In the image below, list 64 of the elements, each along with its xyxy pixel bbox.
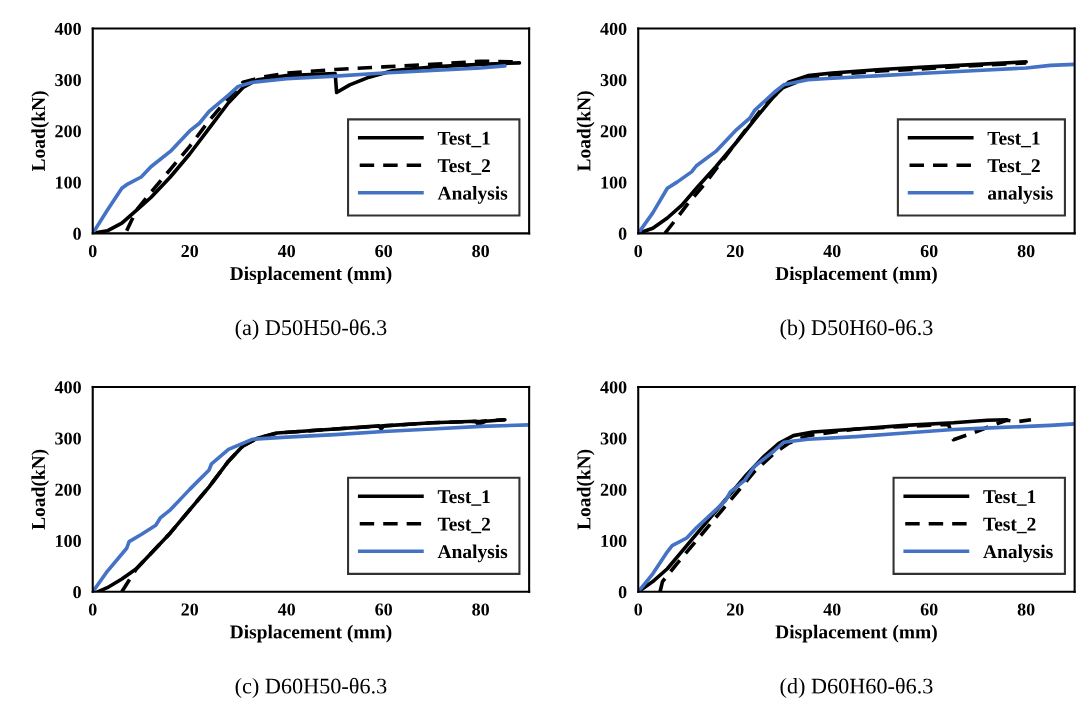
x-tick-label: 40 — [823, 244, 841, 258]
legend-label: Analysis — [983, 544, 1053, 563]
legend-label: Test_1 — [983, 490, 1036, 506]
legend-label: Analysis — [437, 544, 508, 563]
x-tick-label: 0 — [88, 603, 97, 616]
legend-label: Test_1 — [987, 131, 1040, 148]
text: (c) D60H50-θ6.3 — [235, 677, 387, 699]
x-tick-label: 40 — [277, 603, 296, 616]
x-tick-label: 40 — [823, 603, 841, 616]
text: (a) D50H50-θ6.3 — [235, 319, 387, 340]
x-tick-label: 20 — [726, 244, 744, 258]
x-tick-label: 80 — [472, 244, 489, 258]
legend-label: Test_2 — [437, 517, 490, 534]
y-tick-label: 300 — [600, 432, 627, 445]
y-axis-title: Load(kN) — [576, 449, 595, 530]
legend-label: Test_1 — [437, 131, 490, 148]
x-tick-label: 40 — [277, 244, 296, 258]
y-tick-label: 100 — [601, 534, 627, 548]
text: (b) D50H60-θ6.3 — [780, 319, 933, 340]
x-axis-title: Displacement (mm) — [775, 624, 937, 643]
x-tick-label: 20 — [181, 603, 199, 616]
x-tick-label: 20 — [181, 244, 199, 258]
legend-label: Test_2 — [983, 517, 1036, 534]
y-tick-label: 300 — [600, 73, 627, 87]
legend-label: Test_1 — [437, 490, 490, 506]
legend-label: Test_2 — [987, 159, 1040, 175]
y-axis-title: Load(kN) — [31, 449, 49, 530]
x-tick-label: 80 — [1017, 244, 1035, 258]
y-tick-label: 200 — [600, 125, 627, 138]
x-axis-title: Displacement (mm) — [230, 266, 392, 285]
x-axis-title: Displacement (mm) — [775, 266, 937, 285]
x-tick-label: 60 — [375, 603, 393, 616]
x-tick-label: 0 — [634, 244, 643, 258]
text: (d) D60H60-θ6.3 — [780, 677, 933, 699]
y-tick-label: 300 — [55, 73, 81, 87]
y-tick-label: 0 — [618, 586, 627, 599]
y-axis-title: Load(kN) — [576, 91, 595, 172]
y-tick-label: 100 — [55, 176, 81, 189]
y-tick-label: 0 — [73, 586, 81, 599]
y-tick-label: 400 — [54, 381, 81, 394]
y-tick-label: 400 — [600, 22, 627, 35]
y-tick-label: 400 — [600, 381, 627, 394]
x-axis-title: Displacement (mm) — [230, 624, 392, 643]
x-tick-label: 60 — [375, 244, 393, 258]
x-tick-label: 80 — [472, 603, 489, 616]
y-tick-label: 100 — [55, 534, 81, 548]
legend-label: analysis — [987, 186, 1053, 204]
y-tick-label: 100 — [601, 176, 627, 189]
legend-label: Analysis — [437, 186, 508, 204]
y-tick-label: 200 — [600, 483, 627, 496]
x-tick-label: 60 — [920, 603, 938, 616]
x-tick-label: 20 — [726, 603, 744, 616]
x-tick-label: 80 — [1017, 603, 1035, 616]
y-tick-label: 0 — [73, 227, 81, 240]
y-tick-label: 200 — [55, 125, 81, 138]
y-tick-label: 400 — [54, 22, 81, 35]
x-tick-label: 60 — [920, 244, 938, 258]
x-tick-label: 0 — [634, 603, 643, 616]
x-tick-label: 0 — [88, 244, 97, 258]
y-tick-label: 200 — [55, 483, 81, 496]
y-tick-label: 0 — [618, 227, 627, 240]
y-tick-label: 300 — [55, 432, 81, 445]
y-axis-title: Load(kN) — [31, 91, 49, 172]
legend-label: Test_2 — [437, 159, 490, 175]
